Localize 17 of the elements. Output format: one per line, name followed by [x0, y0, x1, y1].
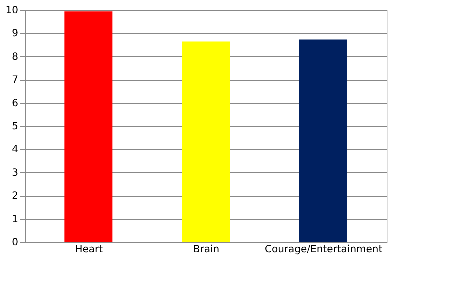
y-tick-label: 9 — [12, 28, 18, 40]
bar — [299, 40, 348, 242]
y-tick-label: 10 — [6, 6, 18, 16]
x-tick-label: Brain — [193, 244, 220, 256]
y-tick-label: 2 — [12, 191, 18, 202]
y-tick-label: 3 — [12, 168, 18, 179]
x-tick-label: Heart — [75, 244, 104, 256]
y-tick-label: 1 — [12, 214, 18, 226]
bar — [182, 42, 230, 242]
y-tick-label: 0 — [12, 238, 18, 248]
y-tick-label: 5 — [12, 122, 18, 132]
y-tick-label: 4 — [12, 144, 18, 156]
bar — [64, 12, 113, 242]
y-tick-label: 6 — [12, 98, 18, 110]
x-tick-label: Courage/Entertainment — [264, 244, 383, 256]
y-tick-label: 7 — [12, 75, 18, 86]
y-tick-label: 8 — [12, 52, 18, 63]
